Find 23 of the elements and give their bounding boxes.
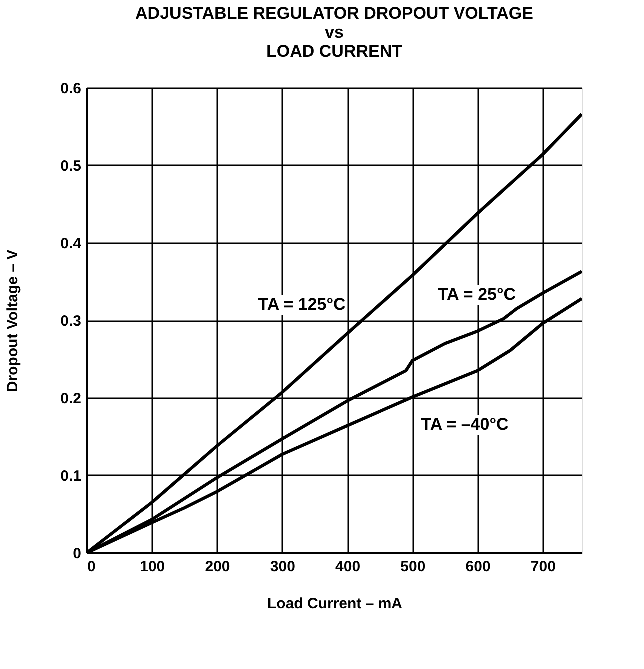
y-tick-label: 0.1 (60, 468, 82, 485)
x-tick-label: 100 (140, 558, 166, 576)
y-tick-label: 0.4 (60, 236, 82, 252)
y-tick-label: 0 (73, 546, 82, 562)
x-tick-label: 200 (205, 558, 230, 576)
text: vs (325, 23, 344, 42)
series-label: TA = 25°C (438, 285, 516, 304)
x-tick-label: 0 (88, 558, 96, 576)
x-tick-label: 600 (466, 558, 491, 576)
x-axis-title: Load Current – mA (267, 596, 403, 612)
x-tick-label: 300 (270, 558, 296, 576)
series-label: TA = –40°C (421, 415, 509, 434)
x-tick-label: 400 (336, 558, 361, 576)
text: LOAD CURRENT (266, 42, 402, 61)
x-tick-label: 700 (530, 558, 556, 576)
y-tick-label: 0.3 (60, 313, 82, 330)
y-tick-label: 0.6 (60, 80, 82, 98)
y-axis-title: Dropout Voltage – V (4, 250, 22, 392)
y-tick-label: 0.5 (60, 158, 82, 175)
x-tick-label: 500 (400, 558, 426, 576)
series-label: TA = 125°C (258, 295, 346, 314)
text: ADJUSTABLE REGULATOR DROPOUT VOLTAGE (136, 4, 534, 23)
y-tick-label: 0.2 (60, 390, 82, 408)
